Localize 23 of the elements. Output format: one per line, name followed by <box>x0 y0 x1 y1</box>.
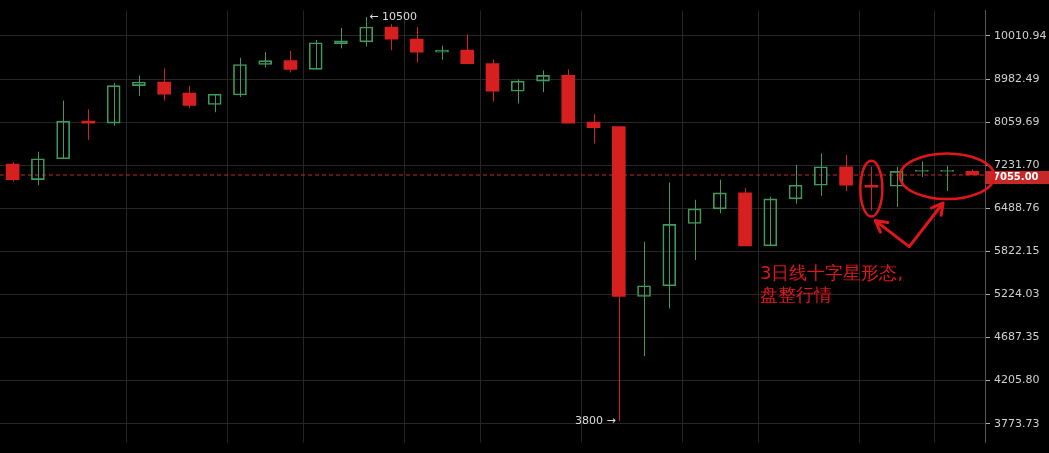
y-tick-label: 7231.70 <box>994 158 1040 172</box>
annotation: ← 10500 <box>369 10 417 24</box>
y-tick-label: 5224.03 <box>994 287 1040 301</box>
y-tick-label: 4687.35 <box>994 330 1040 344</box>
y-tick-label: 5822.15 <box>994 244 1040 258</box>
y-tick-label: 4205.80 <box>994 373 1040 387</box>
y-tick-label: 8059.69 <box>994 114 1040 128</box>
candlestick <box>864 166 879 212</box>
y-tick-label: 8982.49 <box>994 71 1040 85</box>
candlestick <box>586 113 601 145</box>
y-tick-label: 10010.94 <box>994 28 1047 42</box>
y-tick-label: 6488.76 <box>994 201 1040 215</box>
y-tick-label: 3773.73 <box>994 416 1040 430</box>
candlestick <box>460 34 475 65</box>
annotation: 3日线十字星形态, 盘整行情 <box>760 262 904 306</box>
candlestick <box>409 26 424 64</box>
ref-line-label: 7055.00 <box>993 171 1039 183</box>
candlestick <box>157 67 171 102</box>
candlestick <box>283 50 298 73</box>
candlestick <box>5 161 20 183</box>
candlestick <box>839 154 853 192</box>
candlestick <box>182 85 197 109</box>
annotation: 3800 → <box>575 413 616 427</box>
